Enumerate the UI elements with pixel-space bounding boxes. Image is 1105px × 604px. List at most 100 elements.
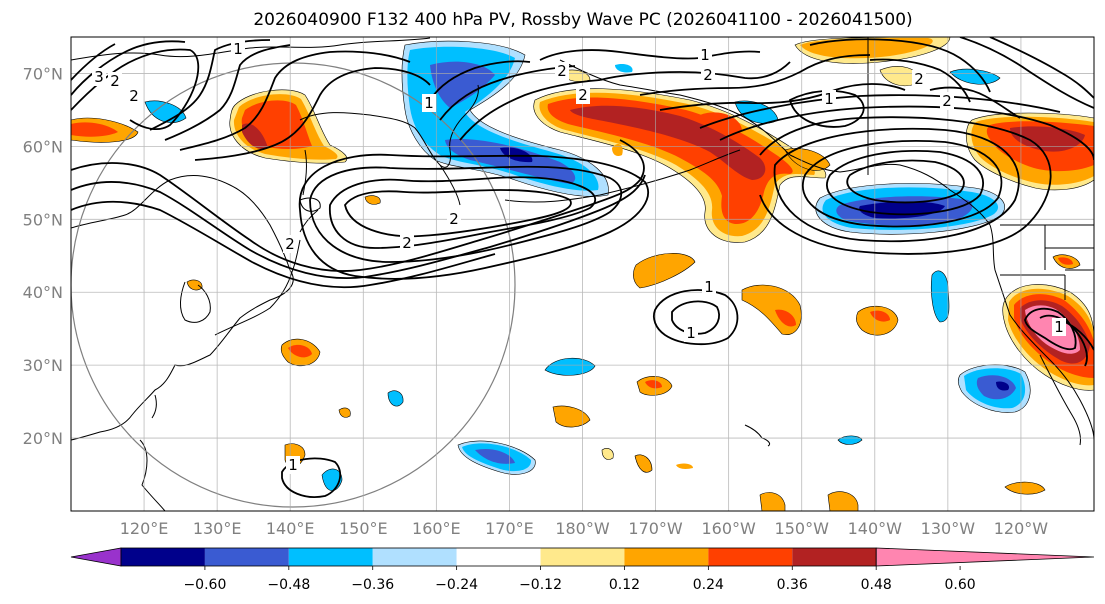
- contour-label-1: 1: [1054, 318, 1064, 336]
- colorbar-tick-label: 0.60: [945, 577, 976, 593]
- colorbar-band: [624, 548, 709, 566]
- contour-line: [869, 58, 971, 103]
- contour-line: [71, 40, 186, 96]
- lon-label: 160°E: [412, 519, 461, 538]
- lat-label: 50°N: [23, 210, 63, 229]
- label-bg: [555, 62, 569, 80]
- label-bg: [1052, 318, 1066, 336]
- contour-line: [298, 153, 649, 280]
- colorbar-tick-label: −0.60: [183, 577, 226, 593]
- contour-line: [71, 200, 496, 289]
- contour-line: [959, 37, 1094, 109]
- colorbar-tick-label: −0.36: [351, 577, 394, 593]
- contour-label-2: 2: [449, 210, 459, 228]
- colorbar-tick-label: −0.48: [267, 577, 310, 593]
- label-bg: [231, 40, 245, 58]
- border-us-states: [1000, 225, 1094, 300]
- colorbar-tick-label: 0.24: [693, 577, 724, 593]
- label-bg: [576, 86, 590, 104]
- contour-line: [802, 140, 1003, 228]
- lon-label: 150°W: [775, 519, 830, 538]
- lon-label: 120°W: [994, 519, 1049, 538]
- figure-title: 2026040900 F132 400 hPa PV, Rossby Wave …: [253, 10, 912, 30]
- contour-label-2: 2: [578, 86, 588, 104]
- colorbar-band: [204, 548, 289, 566]
- label-bg: [447, 210, 461, 228]
- contour-line: [71, 48, 200, 131]
- coastline-siberia: [71, 37, 431, 61]
- contour-line: [1024, 307, 1077, 351]
- colorbar-band: [792, 548, 877, 566]
- coastline-aleutians: [504, 149, 741, 203]
- lat-label: 30°N: [23, 356, 63, 375]
- coastline-korea: [180, 281, 211, 323]
- label-bg: [684, 324, 698, 342]
- lon-label: 130°W: [921, 519, 976, 538]
- label-bg: [940, 92, 954, 110]
- contour-label-1: 1: [686, 324, 696, 342]
- coastline-east-asia: [71, 175, 294, 441]
- contour-line: [309, 165, 623, 263]
- contour-line: [71, 43, 116, 81]
- colorbar-band: [540, 548, 625, 566]
- contours: [71, 37, 1094, 498]
- contour-label-1: 1: [704, 278, 714, 296]
- contour-line: [194, 67, 431, 161]
- contour-line: [71, 139, 645, 272]
- colorbar-tick-label: −0.12: [519, 577, 562, 593]
- label-bg: [127, 87, 141, 105]
- contour-line: [788, 90, 865, 128]
- colorbar-extend-min: [70, 547, 122, 567]
- colorbar-band: [372, 548, 457, 566]
- latitude-labels: 70°N 60°N 50°N 40°N 30°N 20°N: [23, 64, 63, 448]
- lat-label: 60°N: [23, 137, 63, 156]
- contour-label-2: 2: [942, 92, 952, 110]
- colorbar-frame: [120, 547, 877, 567]
- label-bg: [92, 68, 106, 86]
- label-bg: [702, 278, 716, 296]
- colorbar-tick-label: 0.12: [609, 577, 640, 593]
- contour-label-1: 1: [700, 46, 710, 64]
- contour-line: [281, 457, 342, 498]
- contour-line: [439, 65, 576, 121]
- positive-anomaly-arctic: [794, 37, 951, 64]
- contour-label-2: 2: [285, 235, 295, 253]
- contour-line: [719, 105, 1094, 161]
- contour-label-3: 3: [94, 68, 104, 86]
- lat-label: 70°N: [23, 64, 63, 83]
- contour-label-2: 2: [703, 66, 713, 84]
- contour-label-1: 1: [288, 456, 298, 474]
- label-bg: [108, 72, 122, 90]
- colorbar-band: [456, 548, 541, 566]
- coastline-na-west: [989, 224, 1094, 441]
- contour-line: [164, 44, 291, 141]
- lat-label: 20°N: [23, 429, 63, 448]
- label-bg: [422, 94, 436, 112]
- label-bg: [698, 46, 712, 64]
- coastline-okhotsk: [299, 84, 479, 168]
- negative-anomaly-subtropics: [457, 440, 536, 475]
- label-bg: [912, 70, 926, 88]
- contour-line: [639, 54, 871, 96]
- lon-label: 180°W: [555, 519, 610, 538]
- contour-line: [459, 79, 601, 141]
- coastline-hokkaido: [299, 197, 321, 212]
- contour-label-1: 1: [824, 90, 834, 108]
- contour-label-2: 2: [129, 87, 139, 105]
- lon-label: 170°E: [485, 519, 534, 538]
- label-bg: [701, 66, 715, 84]
- contour-labels: 3 2 2 1 1 2 2 1 2 1 2 2 2 2: [92, 40, 1066, 474]
- map-area: 3 2 2 1 1 2 2 1 2 1 2 2 2 2: [71, 37, 1094, 511]
- contour-label-2: 2: [557, 62, 567, 80]
- contour-line: [846, 159, 965, 204]
- colorbar-band: [288, 548, 373, 566]
- lon-label: 170°W: [628, 519, 683, 538]
- contour-line: [773, 127, 1020, 243]
- coastline-sakhalin: [302, 149, 307, 196]
- lon-label: 160°W: [701, 519, 756, 538]
- longitude-labels: 120°E 130°E 140°E 150°E 160°E 170°E 180°W 170°W…: [120, 519, 1049, 538]
- contour-line: [809, 38, 991, 93]
- coastline-alaska: [559, 59, 991, 226]
- colorbar: −0.60 −0.48 −0.36 −0.24 −0.12 0.12 0.24 0.36 0.4…: [70, 547, 1095, 593]
- contour-line: [539, 49, 761, 61]
